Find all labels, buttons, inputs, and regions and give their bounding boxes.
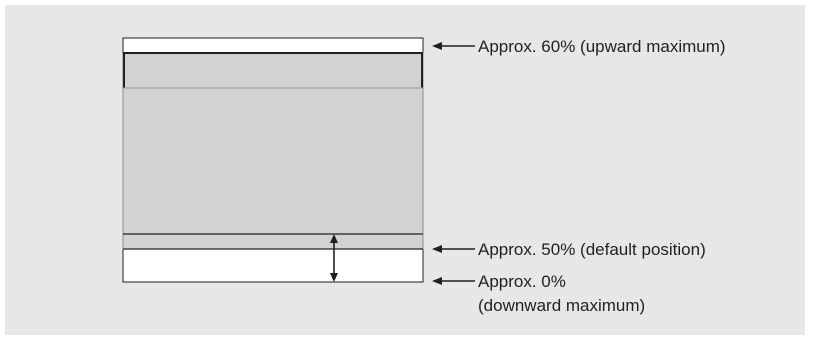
pointer-downward-max xyxy=(432,277,475,285)
adjustment-arrow xyxy=(330,234,338,282)
diagram-panel: Approx. 60% (upward maximum) Approx. 50%… xyxy=(5,5,805,335)
pointer-default-position xyxy=(432,245,475,253)
label-upward-max: Approx. 60% (upward maximum) xyxy=(478,37,726,56)
screen-area xyxy=(122,52,424,250)
pointer-upward-max xyxy=(432,42,475,50)
label-default-position: Approx. 50% (default position) xyxy=(478,240,706,259)
label-downward-max-line1: Approx. 0% xyxy=(478,272,566,291)
screen-height-diagram: Approx. 60% (upward maximum) Approx. 50%… xyxy=(122,37,726,315)
label-downward-max-line2: (downward maximum) xyxy=(478,296,645,315)
